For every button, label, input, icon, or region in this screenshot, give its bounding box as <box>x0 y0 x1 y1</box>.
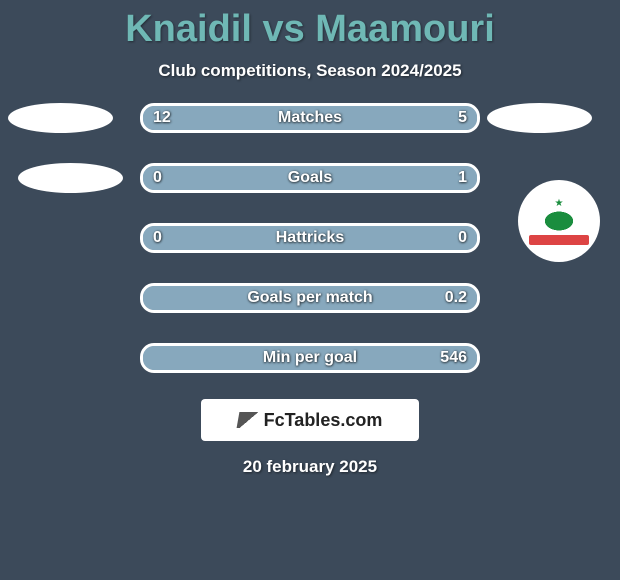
bar-value-right: 546 <box>440 349 467 367</box>
stat-row-min-per-goal: Min per goal 546 <box>0 335 620 381</box>
page-date: 20 february 2025 <box>0 457 620 477</box>
bar-track: 0 Hattricks 0 <box>140 223 480 253</box>
watermark-label: FcTables.com <box>264 410 383 431</box>
player-badge-right <box>487 103 592 133</box>
watermark: FcTables.com <box>201 399 419 441</box>
chart-icon <box>236 412 261 428</box>
page-subtitle: Club competitions, Season 2024/2025 <box>0 61 620 81</box>
bar-label: Goals per match <box>143 289 477 307</box>
page-title: Knaidil vs Maamouri <box>0 0 620 51</box>
bar-track: 12 Matches 5 <box>140 103 480 133</box>
bar-label: Hattricks <box>143 229 477 247</box>
player-badge-left <box>8 103 113 133</box>
stat-row-hattricks: 0 Hattricks 0 <box>0 215 620 261</box>
star-icon: ★ <box>555 198 564 209</box>
bar-track: Min per goal 546 <box>140 343 480 373</box>
player-badge-left <box>18 163 123 193</box>
bar-label: Min per goal <box>143 349 477 367</box>
bar-value-right: 5 <box>458 109 467 127</box>
stat-row-matches: 12 Matches 5 <box>0 95 620 141</box>
bar-value-right: 0 <box>458 229 467 247</box>
stat-row-goals-per-match: Goals per match 0.2 <box>0 275 620 321</box>
bar-track: 0 Goals 1 <box>140 163 480 193</box>
bar-value-right: 0.2 <box>445 289 467 307</box>
bar-label: Matches <box>143 109 477 127</box>
bar-value-right: 1 <box>458 169 467 187</box>
bar-label: Goals <box>143 169 477 187</box>
bar-track: Goals per match 0.2 <box>140 283 480 313</box>
